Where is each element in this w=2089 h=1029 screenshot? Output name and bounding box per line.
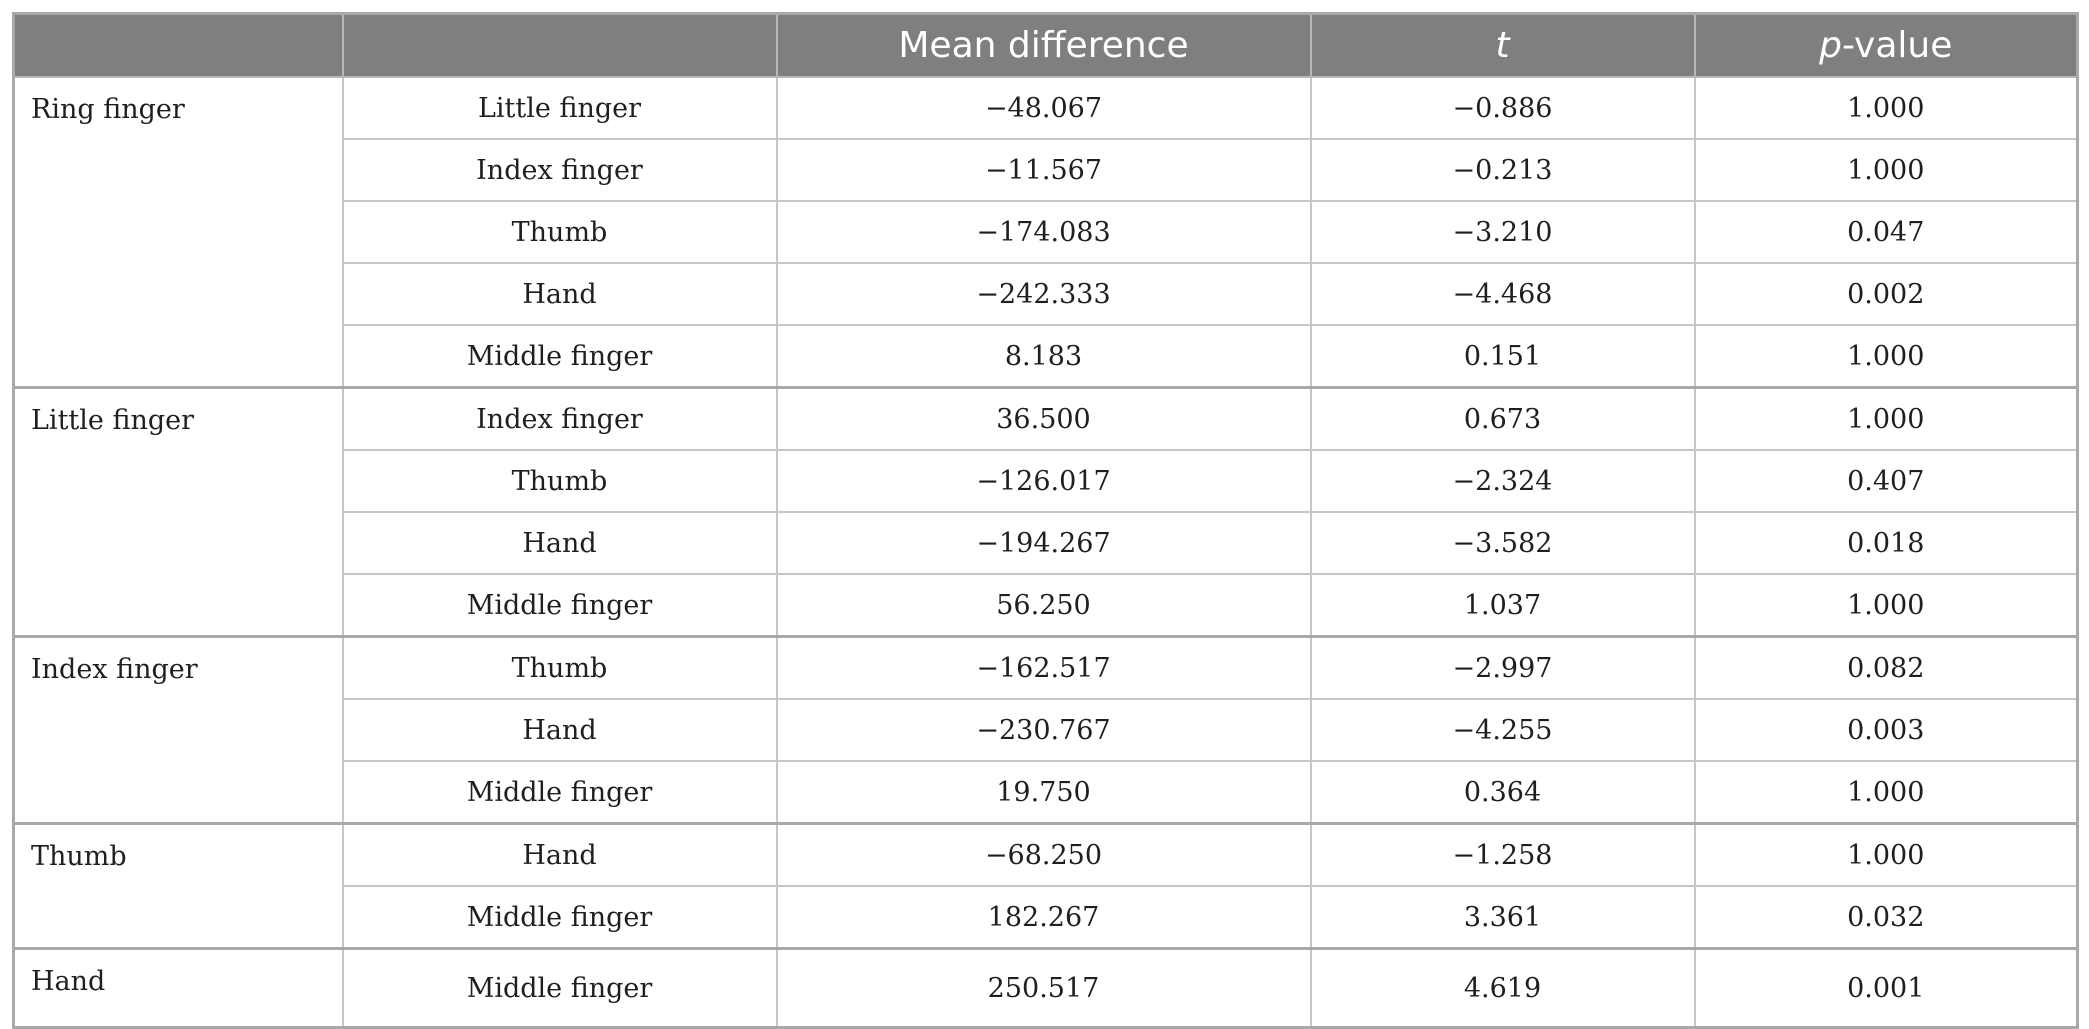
comparison-cell: Middle finger: [341, 947, 778, 1029]
t-value-cell: 1.037: [1309, 573, 1696, 638]
table-row: Index finger Thumb −162.517 −2.997 0.082: [12, 635, 2079, 825]
mean-difference-cell: 182.267: [775, 885, 1312, 950]
comparison-cell: Little finger: [341, 76, 778, 140]
mean-difference-cell: 250.517: [775, 947, 1312, 1029]
comparison-cell: Index finger: [341, 138, 778, 202]
group-label-cell: Thumb: [12, 822, 344, 950]
table-row: Hand −230.767 −4.255 0.003: [14, 698, 2079, 762]
group-label-cell: Hand: [12, 947, 344, 1029]
t-value-cell: −0.886: [1309, 76, 1696, 140]
t-value-cell: 0.151: [1309, 324, 1696, 389]
mean-difference-cell: −174.083: [775, 200, 1312, 264]
t-value-cell: −4.255: [1309, 698, 1696, 762]
table-row: Thumb −174.083 −3.210 0.047: [14, 200, 2079, 264]
header-mean-difference: Mean difference: [775, 12, 1312, 78]
header-group-column: [12, 12, 344, 78]
p-value-cell: 1.000: [1693, 760, 2079, 825]
header-row: Mean difference t p-value: [12, 12, 2079, 78]
p-value-cell: 0.047: [1693, 200, 2079, 264]
comparison-cell: Hand: [341, 511, 778, 575]
p-value-cell: 0.001: [1693, 947, 2079, 1029]
p-value-cell: 1.000: [1693, 386, 2079, 451]
table-body: Ring finger Little finger −48.067 −0.886 1.0…: [12, 76, 2079, 1029]
t-value-cell: 0.364: [1309, 760, 1696, 825]
group-label-cell: Ring finger: [12, 76, 344, 389]
comparison-cell: Hand: [341, 698, 778, 762]
mean-difference-cell: 36.500: [775, 386, 1312, 451]
p-value-cell: 0.003: [1693, 698, 2079, 762]
table-row: Hand Middle finger 250.517 4.619 0.001: [12, 947, 2079, 1029]
t-value-cell: −3.582: [1309, 511, 1696, 575]
table-row: Hand −194.267 −3.582 0.018: [14, 511, 2079, 575]
p-value-cell: 1.000: [1693, 822, 2079, 887]
p-value-cell: 1.000: [1693, 138, 2079, 202]
comparison-table-container: Mean difference t p-value Ring finger Lit…: [12, 12, 2079, 1029]
header-comparison-column: [341, 12, 778, 78]
p-value-cell: 0.018: [1693, 511, 2079, 575]
comparison-cell: Hand: [341, 822, 778, 887]
table-row: Little finger Index finger 36.500 0.673 1.00…: [12, 386, 2079, 638]
p-value-cell: 0.032: [1693, 885, 2079, 950]
t-value-cell: −3.210: [1309, 200, 1696, 264]
header-t: t: [1309, 12, 1696, 78]
comparison-cell: Thumb: [341, 200, 778, 264]
t-value-cell: −2.324: [1309, 449, 1696, 513]
table-header: Mean difference t p-value: [12, 12, 2079, 78]
t-value-cell: 4.619: [1309, 947, 1696, 1029]
table-row: Middle finger 182.267 3.361 0.032: [14, 885, 2079, 950]
p-value-cell: 1.000: [1693, 573, 2079, 638]
header-t-label: t: [1495, 25, 1510, 66]
comparison-cell: Thumb: [341, 449, 778, 513]
mean-difference-cell: −126.017: [775, 449, 1312, 513]
mean-difference-cell: −230.767: [775, 698, 1312, 762]
p-value-cell: 1.000: [1693, 324, 2079, 389]
table-row: Thumb −126.017 −2.324 0.407: [14, 449, 2079, 513]
table-row: Hand −242.333 −4.468 0.002: [14, 262, 2079, 326]
pairwise-comparison-table: Mean difference t p-value Ring finger Lit…: [12, 12, 2079, 1029]
comparison-cell: Middle finger: [341, 324, 778, 389]
mean-difference-cell: 8.183: [775, 324, 1312, 389]
mean-difference-cell: −242.333: [775, 262, 1312, 326]
comparison-cell: Middle finger: [341, 573, 778, 638]
comparison-cell: Hand: [341, 262, 778, 326]
mean-difference-cell: 19.750: [775, 760, 1312, 825]
mean-difference-cell: −194.267: [775, 511, 1312, 575]
comparison-cell: Thumb: [341, 635, 778, 700]
t-value-cell: 3.361: [1309, 885, 1696, 950]
t-value-cell: 0.673: [1309, 386, 1696, 451]
t-value-cell: −4.468: [1309, 262, 1696, 326]
p-value-cell: 0.002: [1693, 262, 2079, 326]
t-value-cell: −0.213: [1309, 138, 1696, 202]
mean-difference-cell: −162.517: [775, 635, 1312, 700]
header-p-italic: p: [1819, 25, 1842, 66]
mean-difference-cell: −68.250: [775, 822, 1312, 887]
comparison-cell: Index finger: [341, 386, 778, 451]
p-value-cell: 0.407: [1693, 449, 2079, 513]
t-value-cell: −1.258: [1309, 822, 1696, 887]
table-row: Thumb Hand −68.250 −1.258 1.000: [12, 822, 2079, 950]
p-value-cell: 0.082: [1693, 635, 2079, 700]
mean-difference-cell: −48.067: [775, 76, 1312, 140]
mean-difference-cell: −11.567: [775, 138, 1312, 202]
comparison-cell: Middle finger: [341, 885, 778, 950]
comparison-cell: Middle finger: [341, 760, 778, 825]
table-row: Middle finger 19.750 0.364 1.000: [14, 760, 2079, 825]
table-row: Middle finger 56.250 1.037 1.000: [14, 573, 2079, 638]
mean-difference-cell: 56.250: [775, 573, 1312, 638]
table-row: Index finger −11.567 −0.213 1.000: [14, 138, 2079, 202]
table-row: Middle finger 8.183 0.151 1.000: [14, 324, 2079, 389]
table-row: Ring finger Little finger −48.067 −0.886 1.0…: [12, 76, 2079, 389]
group-label-cell: Little finger: [12, 386, 344, 638]
t-value-cell: −2.997: [1309, 635, 1696, 700]
header-p-rest: -value: [1842, 25, 1953, 66]
p-value-cell: 1.000: [1693, 76, 2079, 140]
header-p-value: p-value: [1693, 12, 2079, 78]
group-label-cell: Index finger: [12, 635, 344, 825]
